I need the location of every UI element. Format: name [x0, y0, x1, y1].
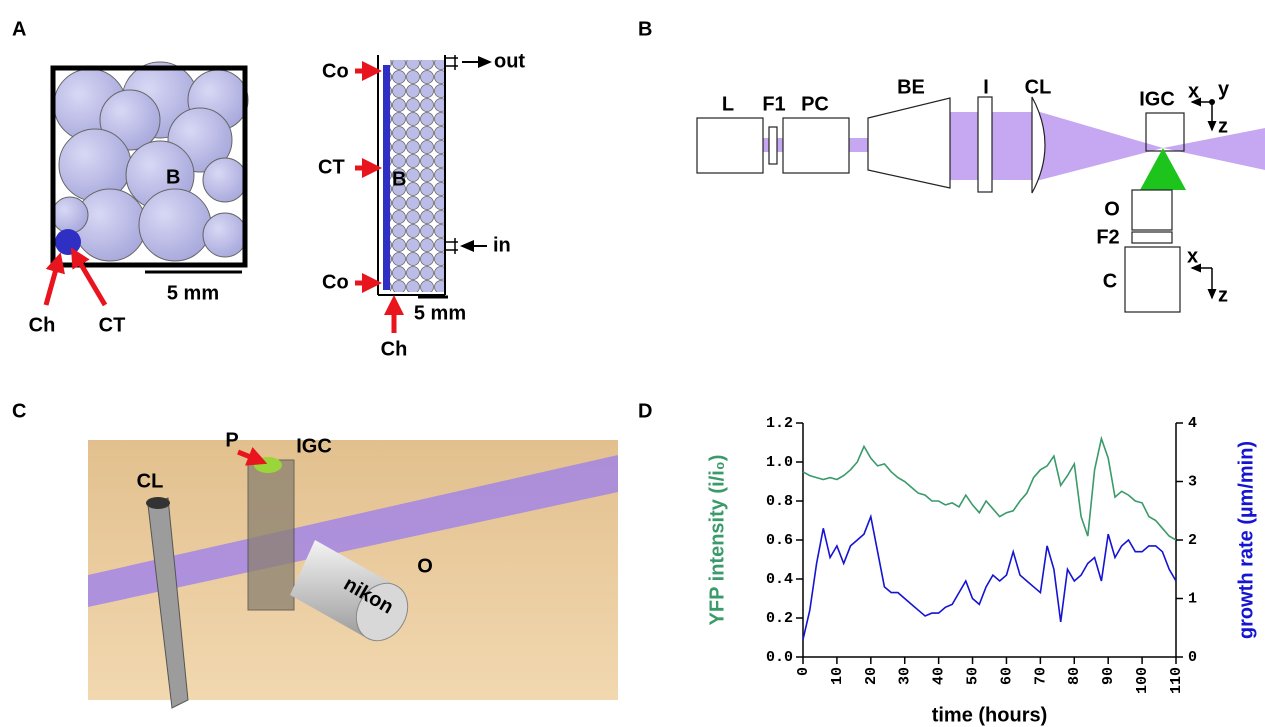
- arrow: [46, 262, 58, 305]
- panel-letter: B: [638, 18, 652, 40]
- label: F2: [1096, 226, 1119, 248]
- y-tick-label: 0.0: [766, 649, 793, 666]
- y2-tick-label: 4: [1188, 415, 1197, 432]
- label: O: [417, 555, 433, 577]
- x-tick-label: 70: [1032, 667, 1049, 685]
- label: Co: [322, 60, 349, 82]
- label: B: [392, 168, 406, 190]
- capillary-tip: [55, 229, 81, 255]
- label: Ch: [29, 314, 56, 336]
- capillary: [383, 65, 390, 290]
- beam-expander: [868, 98, 950, 188]
- x-tick-label: 110: [1168, 667, 1185, 694]
- x-tick-label: 10: [829, 667, 846, 685]
- y2-tick-label: 2: [1188, 532, 1197, 549]
- label: O: [1104, 198, 1120, 220]
- coupler: [783, 118, 849, 173]
- label: C: [1103, 270, 1117, 292]
- panel-letter: A: [12, 18, 26, 40]
- label: Co: [322, 271, 349, 293]
- panel-c: C nikon CL P IGC O: [12, 400, 618, 708]
- y-tick-label: 0.6: [766, 532, 793, 549]
- axis-letter: z: [1218, 115, 1228, 137]
- x-tick-label: 90: [1100, 667, 1117, 685]
- filter: [1132, 232, 1172, 243]
- tube: [445, 238, 458, 254]
- label: IGC: [296, 435, 332, 457]
- objective: [1132, 190, 1172, 230]
- panel-letter: C: [12, 400, 26, 422]
- label: Ch: [381, 338, 408, 360]
- filter: [769, 127, 777, 164]
- label: CL: [137, 470, 164, 492]
- cuvette: [248, 460, 294, 610]
- panel-b: B L F1 PC BE I CL IGC O F2 C x y z x z: [638, 18, 1265, 312]
- axis-letter: y: [1218, 78, 1230, 100]
- label: PC: [801, 93, 829, 115]
- label: 5 mm: [414, 302, 466, 324]
- label: BE: [897, 76, 925, 98]
- bead-pack: [52, 62, 248, 261]
- tube: [445, 55, 458, 70]
- label: B: [166, 166, 180, 188]
- label: out: [494, 50, 525, 72]
- lens-top: [146, 497, 170, 509]
- label: IGC: [1139, 88, 1175, 110]
- y-axis-title: YFP intensity (i/i₀): [706, 455, 728, 626]
- x-tick-label: 80: [1066, 667, 1083, 685]
- x-axis-title: time (hours): [932, 704, 1048, 726]
- label: I: [983, 76, 989, 98]
- label: CL: [1025, 76, 1052, 98]
- axis-letter: x: [1188, 80, 1199, 102]
- label: CT: [99, 314, 126, 336]
- camera: [1125, 247, 1180, 312]
- y2-tick-label: 3: [1188, 473, 1197, 490]
- y-tick-label: 0.4: [766, 571, 793, 588]
- label: in: [493, 234, 511, 256]
- x-tick-label: 0: [795, 667, 812, 676]
- label: F1: [762, 93, 785, 115]
- x-tick-label: 60: [998, 667, 1015, 685]
- data-line: [803, 517, 1176, 640]
- axis-letter: z: [1218, 284, 1228, 306]
- label: L: [722, 93, 734, 115]
- y-tick-label: 1.2: [766, 415, 793, 432]
- laser: [697, 118, 763, 173]
- y-tick-label: 0.2: [766, 610, 793, 627]
- panel-a: A B 5 mm Ch CT out in Co CT B Co 5 mm Ch: [12, 18, 525, 360]
- data-line: [803, 439, 1176, 540]
- panel-letter: D: [638, 400, 652, 422]
- y2-axis-title: growth rate (µm/min): [1235, 441, 1257, 639]
- label: P: [225, 429, 238, 451]
- x-tick-label: 20: [863, 667, 880, 685]
- axis-letter: x: [1187, 245, 1198, 267]
- label: CT: [318, 156, 345, 178]
- label: 5 mm: [167, 282, 219, 304]
- x-tick-label: 30: [897, 667, 914, 685]
- y2-tick-label: 0: [1188, 649, 1197, 666]
- x-tick-label: 40: [931, 667, 948, 685]
- y-tick-label: 1.0: [766, 454, 793, 471]
- x-tick-label: 100: [1134, 667, 1151, 694]
- figure: A B 5 mm Ch CT out in Co CT B Co 5 mm Ch…: [0, 0, 1265, 727]
- iris: [978, 97, 992, 192]
- x-tick-label: 50: [965, 667, 982, 685]
- y2-tick-label: 1: [1188, 590, 1197, 607]
- y-tick-label: 0.8: [766, 493, 793, 510]
- emission-cone: [1140, 148, 1186, 190]
- axis-dot: [1209, 99, 1215, 105]
